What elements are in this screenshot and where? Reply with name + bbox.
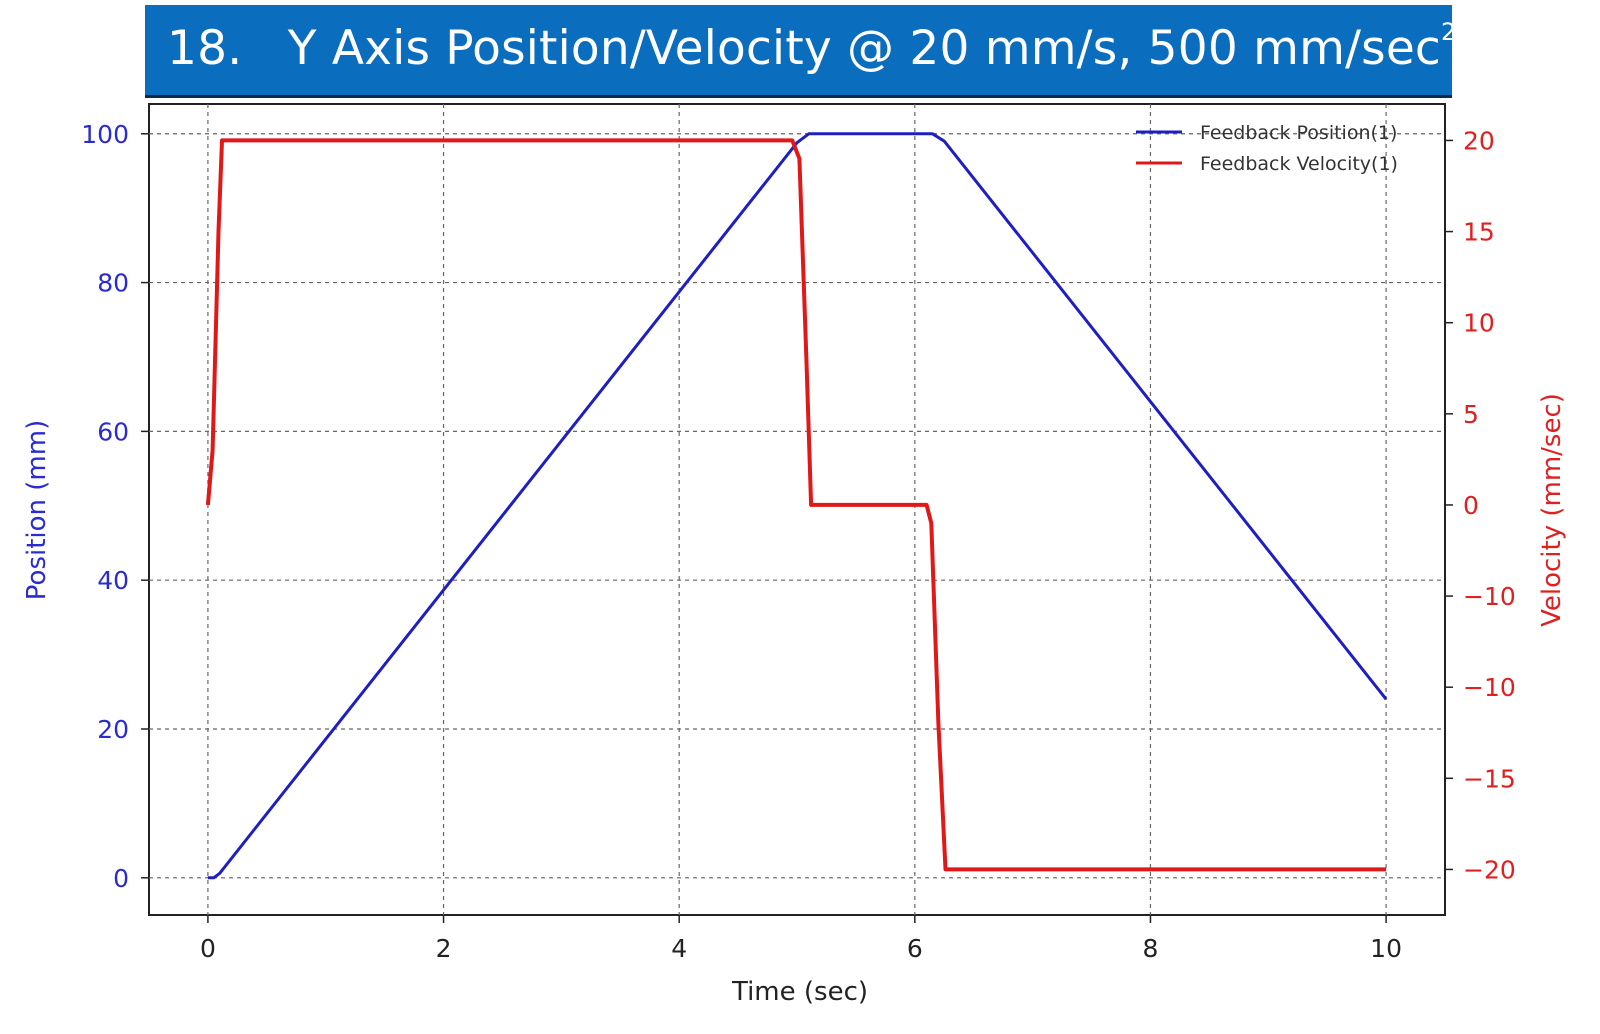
x-tick-label: 8 <box>1143 934 1159 963</box>
grid <box>149 104 1445 915</box>
y-right-tick-label: 20 <box>1463 126 1495 155</box>
y-left-tick-label: 0 <box>113 864 129 893</box>
title-banner: 18. Y Axis Position/Velocity @ 20 mm/s, … <box>145 5 1456 98</box>
y-right-tick-label: 0 <box>1463 491 1479 520</box>
y-axis-right-label: Velocity (mm/sec) <box>1537 393 1567 627</box>
y-right-tick-label: −15 <box>1463 764 1516 793</box>
feedback-velocity-1-line <box>205 138 1387 872</box>
y-right-tick-label: −10 <box>1463 673 1516 702</box>
x-tick-label: 10 <box>1370 934 1402 963</box>
chart-title: 18. Y Axis Position/Velocity @ 20 mm/s, … <box>167 17 1456 81</box>
y-right-tick-label: −20 <box>1463 855 1516 884</box>
y-left-tick-label: 80 <box>97 269 129 298</box>
title-main: Y Axis Position/Velocity @ 20 mm/s, 500 … <box>287 21 1441 76</box>
legend-label: Feedback Position(1) <box>1200 122 1397 144</box>
y-left-tick-label: 100 <box>81 120 129 149</box>
y-right-tick-label: 15 <box>1463 218 1495 247</box>
title-number: 18. <box>167 21 243 76</box>
x-axis-label: Time (sec) <box>731 977 868 1007</box>
plot-frame <box>148 103 1446 916</box>
title-superscript: 2 <box>1440 18 1457 46</box>
y-axis-left-label: Position (mm) <box>22 420 52 600</box>
x-tick-label: 6 <box>907 934 923 963</box>
y-left-tick-label: 40 <box>97 566 129 595</box>
y-left-tick-label: 20 <box>97 715 129 744</box>
x-tick-label: 4 <box>671 934 687 963</box>
x-tick-label: 0 <box>200 934 216 963</box>
feedback-position-1-line <box>207 132 1388 880</box>
legend: Feedback Position(1) Feedback Velocity(1) <box>1136 122 1398 175</box>
series-group <box>205 132 1388 880</box>
x-tick-label: 2 <box>436 934 452 963</box>
y-right-tick-label: −10 <box>1463 582 1516 611</box>
y-left-tick-label: 60 <box>97 417 129 446</box>
legend-label: Feedback Velocity(1) <box>1200 153 1398 175</box>
y-right-tick-label: 5 <box>1463 400 1479 429</box>
y-right-tick-label: 10 <box>1463 309 1495 338</box>
